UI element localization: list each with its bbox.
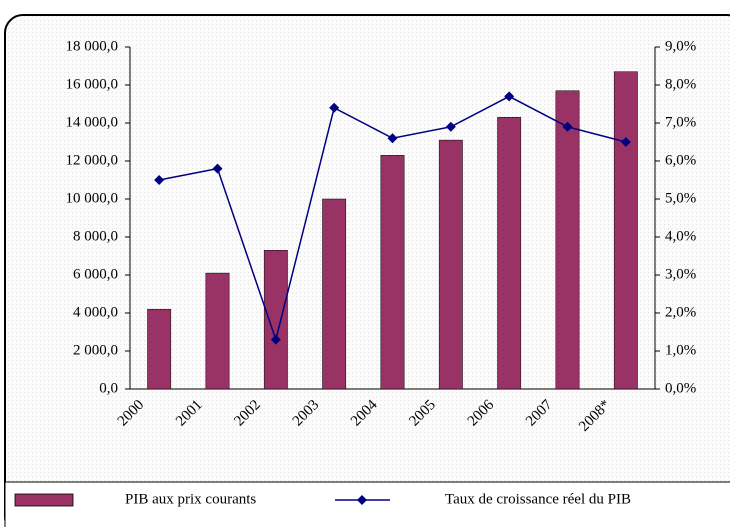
bar bbox=[497, 117, 522, 390]
y-tick-label: 14 000,0 bbox=[66, 114, 119, 130]
legend-label: Taux de croissance réel du PIB bbox=[445, 491, 631, 507]
y-tick-label: 8 000,0 bbox=[73, 228, 118, 244]
marker bbox=[329, 102, 340, 113]
y2-tick-label: 5,0% bbox=[665, 190, 696, 206]
bar bbox=[263, 250, 288, 390]
legend-label: PIB aux prix courants bbox=[125, 491, 256, 507]
y-tick-label: 2 000,0 bbox=[73, 342, 118, 358]
bar bbox=[555, 90, 580, 390]
bar bbox=[613, 71, 638, 390]
y2-tick-label: 2,0% bbox=[665, 304, 696, 320]
y-tick-label: 4 000,0 bbox=[73, 304, 118, 320]
bar bbox=[205, 272, 230, 390]
marker bbox=[212, 163, 223, 174]
y2-tick-label: 4,0% bbox=[665, 228, 696, 244]
y-tick-label: 0,0 bbox=[99, 380, 118, 396]
bar bbox=[380, 155, 405, 390]
y-tick-label: 18 000,0 bbox=[66, 38, 119, 54]
y-tick-label: 12 000,0 bbox=[66, 152, 119, 168]
marker bbox=[562, 121, 573, 132]
bar bbox=[438, 139, 463, 390]
bar bbox=[147, 308, 172, 390]
marker bbox=[504, 91, 515, 102]
y2-tick-label: 3,0% bbox=[665, 266, 696, 282]
marker bbox=[620, 137, 631, 147]
legend-marker bbox=[357, 495, 367, 505]
chart-frame bbox=[4, 14, 730, 527]
bar bbox=[322, 198, 347, 390]
marker bbox=[445, 121, 456, 132]
y2-tick-label: 6,0% bbox=[665, 152, 696, 168]
legend-box bbox=[4, 481, 730, 527]
legend-swatch bbox=[14, 493, 74, 507]
y2-tick-label: 7,0% bbox=[665, 114, 696, 130]
y2-tick-label: 0,0% bbox=[665, 380, 696, 396]
y-tick-label: 16 000,0 bbox=[66, 76, 119, 92]
y2-tick-label: 8,0% bbox=[665, 76, 696, 92]
y2-tick-label: 9,0% bbox=[665, 38, 696, 54]
y-tick-label: 10 000,0 bbox=[66, 190, 119, 206]
marker bbox=[270, 334, 281, 345]
y-tick-label: 6 000,0 bbox=[73, 266, 118, 282]
marker bbox=[387, 133, 398, 144]
y2-tick-label: 1,0% bbox=[665, 342, 696, 358]
marker bbox=[154, 175, 165, 185]
